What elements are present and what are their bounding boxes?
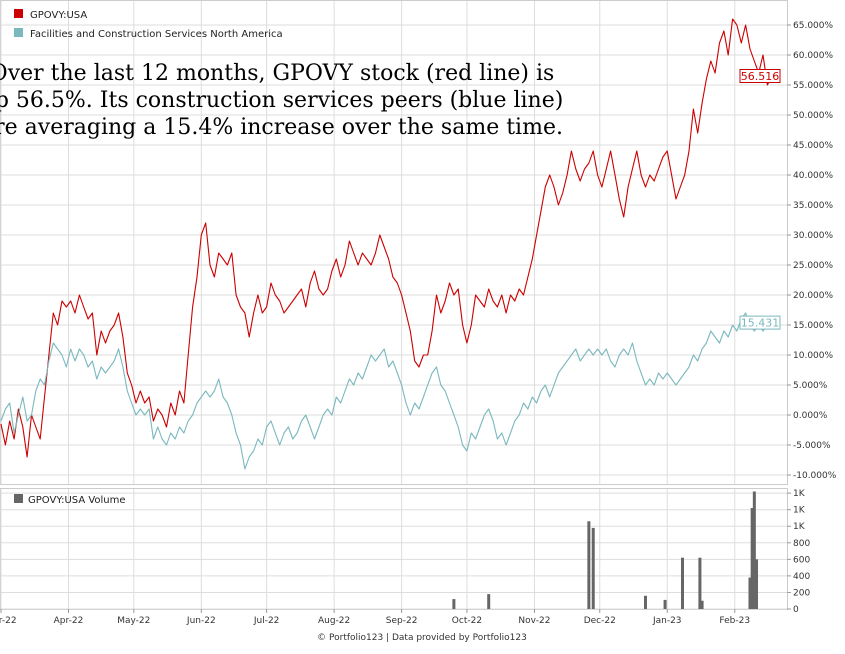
volume-y-tick-label: 1K [793,506,806,516]
x-tick-label: Apr-22 [54,616,84,626]
volume-grid [0,489,787,610]
volume-y-axis: 1K 1K 1K 800 600 400 200 0 [787,489,810,615]
end-label-box-gpovy [739,69,781,83]
legend-label-peers: Facilities and Construction Services Nor… [30,29,283,40]
volume-bar [591,527,595,609]
price-y-tick-label: 45.000% [793,141,833,151]
volume-y-tick-label: 600 [793,555,810,565]
x-tick-label: Jan-23 [652,616,682,626]
x-tick-label: Jul-22 [253,616,280,626]
series-line-gpovy [0,18,773,458]
footer-credit: © Portfolio123 | Data provided by Portfo… [317,633,527,643]
price-grid [0,1,787,484]
price-y-tick-label: 10.000% [793,351,833,361]
legend-swatch-volume [14,494,23,503]
price-y-tick-label: 5.000% [793,381,828,391]
price-legend: GPOVY:USA Facilities and Construction Se… [14,9,283,40]
price-lines [0,18,773,470]
volume-y-tick-label: 1K [793,489,806,499]
volume-bar [748,577,752,609]
legend-swatch-gpovy [14,9,23,18]
price-y-tick-label: 40.000% [793,171,833,181]
legend-label-volume: GPOVY:USA Volume [28,495,126,506]
price-y-tick-label: 50.000% [793,111,833,121]
volume-bar [587,521,591,609]
end-label-peers: 15.431 [741,317,780,330]
price-y-tick-label: 25.000% [793,261,833,271]
volume-legend: GPOVY:USA Volume [14,494,126,506]
annotation-line-3: are averaging a 15.4% increase over the … [0,115,563,140]
x-tick-label: Nov-22 [518,616,550,626]
x-axis: Mar-22 Apr-22 May-22 Jun-22 Jul-22 Aug-22 Sep-… [0,609,750,626]
annotation-line-1: Over the last 12 months, GPOVY stock (re… [0,61,554,86]
end-labels: 56.516 15.431 [739,69,781,330]
price-y-tick-label: 15.000% [793,321,833,331]
price-y-tick-label: -5.000% [793,441,831,451]
x-tick-label: Aug-22 [318,616,350,626]
price-y-tick-label: 0.000% [793,411,828,421]
volume-bar [680,557,684,609]
price-y-tick-label: 20.000% [793,291,833,301]
x-tick-label: May-22 [117,616,150,626]
volume-bar [452,599,456,609]
end-label-gpovy: 56.516 [741,70,780,83]
x-tick-label: Feb-23 [719,616,750,626]
legend-swatch-peers [14,28,23,37]
volume-bar [700,600,704,609]
volume-y-tick-label: 200 [793,588,810,598]
price-y-tick-label: 65.000% [793,21,833,31]
price-y-tick-label: 60.000% [793,51,833,61]
price-y-axis: 65.000% 60.000% 55.000% 50.000% 45.000% 40.00… [787,21,837,481]
volume-bar [752,491,756,609]
annotation-line-2: up 56.5%. Its construction services peer… [0,88,563,113]
x-tick-label: Oct-22 [452,616,482,626]
x-tick-label: Sep-22 [386,616,418,626]
price-y-tick-label: 35.000% [793,201,833,211]
x-tick-label: Mar-22 [0,616,17,626]
volume-panel-frame [0,488,788,610]
volume-y-tick-label: 1K [793,522,806,532]
volume-bar [643,595,647,609]
legend-label-gpovy: GPOVY:USA [30,10,87,21]
x-tick-label: Dec-22 [584,616,616,626]
volume-y-tick-label: 0 [793,605,799,615]
price-y-tick-label: -10.000% [793,471,837,481]
volume-bar [487,594,491,609]
price-y-tick-label: 30.000% [793,231,833,241]
annotation-text: Over the last 12 months, GPOVY stock (re… [0,61,563,140]
end-label-box-peers [739,315,781,330]
price-y-tick-label: 55.000% [793,81,833,91]
volume-bars [452,491,759,609]
volume-y-tick-label: 800 [793,539,810,549]
x-tick-label: Jun-22 [186,616,216,626]
series-line-peers [0,312,773,470]
volume-bar [698,557,702,609]
volume-y-tick-label: 400 [793,572,810,582]
volume-bar [663,599,667,609]
volume-bar [750,508,754,609]
volume-bar [755,559,759,609]
